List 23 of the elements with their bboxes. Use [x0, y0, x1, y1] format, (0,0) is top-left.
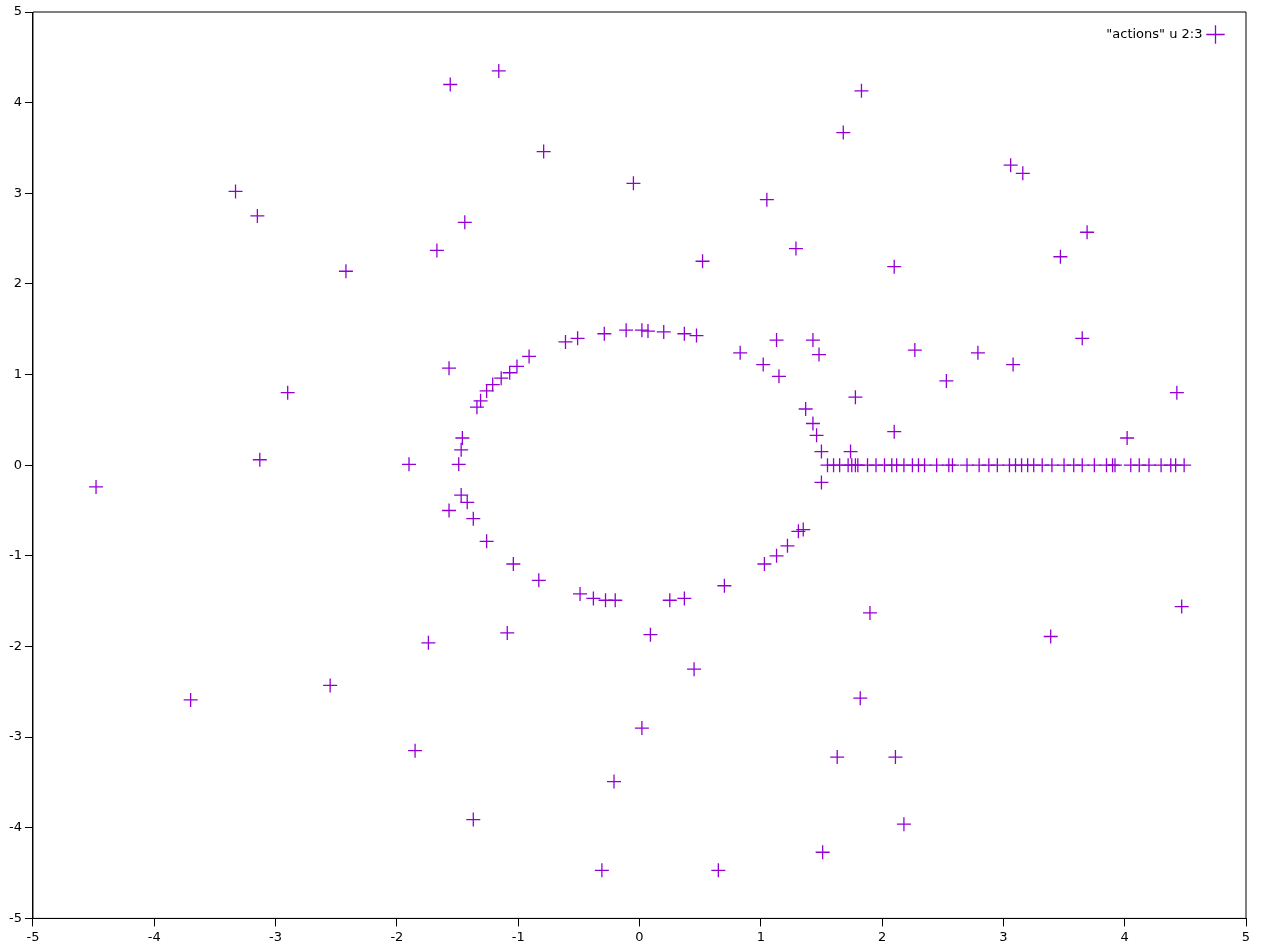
- x-tick-label: -2: [390, 928, 404, 944]
- y-tick-label: -2: [8, 637, 22, 653]
- y-tick-label: 1: [13, 365, 22, 381]
- y-tick-label: -1: [8, 547, 22, 563]
- x-tick-label: 2: [877, 928, 887, 944]
- x-tick-label: 5: [1241, 928, 1251, 944]
- y-tick-label: -5: [8, 909, 22, 925]
- x-tick-label: 4: [1120, 928, 1129, 944]
- y-tick-label: 3: [13, 184, 22, 200]
- x-tick-label: -3: [269, 928, 283, 944]
- y-tick-label: 2: [13, 275, 22, 291]
- x-tick-label: 1: [756, 928, 765, 944]
- x-tick-label: 0: [635, 928, 644, 944]
- legend-label: "actions" u 2:3: [1106, 25, 1203, 41]
- y-tick-label: -4: [8, 819, 22, 835]
- y-tick-label: 4: [13, 94, 22, 110]
- x-tick-label: -5: [26, 928, 40, 944]
- y-tick-label: 0: [13, 456, 22, 472]
- y-tick-label: -3: [8, 728, 22, 744]
- x-tick-label: -1: [511, 928, 525, 944]
- x-tick-label: -4: [147, 928, 161, 944]
- x-tick-label: 3: [999, 928, 1008, 944]
- y-tick-label: 5: [13, 3, 22, 19]
